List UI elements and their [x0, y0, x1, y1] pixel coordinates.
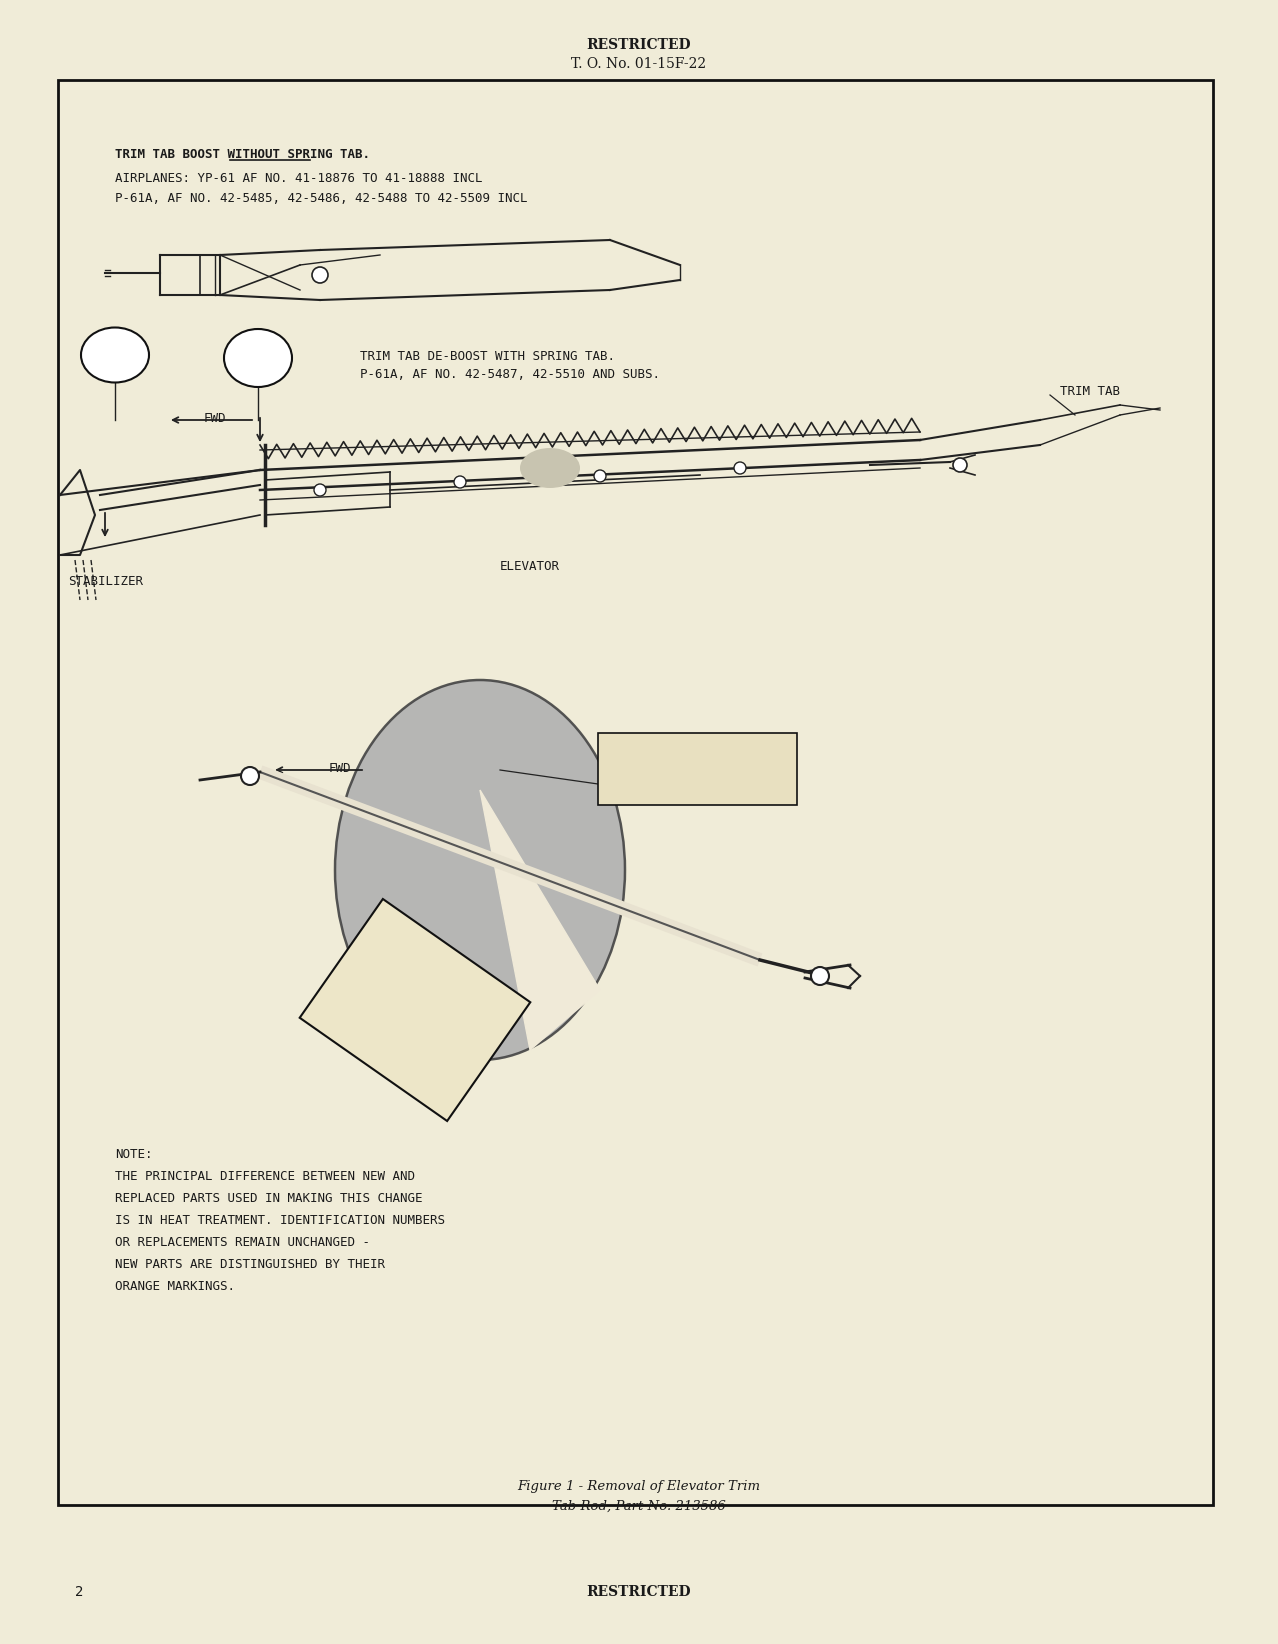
Polygon shape	[300, 899, 530, 1121]
Circle shape	[594, 470, 606, 482]
Text: MARKING. (THIS: MARKING. (THIS	[348, 962, 426, 1019]
Ellipse shape	[520, 449, 580, 488]
Text: 213586: 213586	[610, 745, 653, 758]
Text: .40: .40	[248, 367, 268, 376]
Text: WITH NEW PART,: WITH NEW PART,	[368, 932, 446, 990]
Text: STABILIZER: STABILIZER	[68, 575, 143, 589]
Text: TRIM TAB BOOST WITHOUT SPRING TAB.: TRIM TAB BOOST WITHOUT SPRING TAB.	[115, 148, 371, 161]
Circle shape	[242, 768, 259, 784]
Circle shape	[734, 462, 746, 473]
Text: NEW PARTS ARE DISTINGUISHED BY THEIR: NEW PARTS ARE DISTINGUISHED BY THEIR	[115, 1258, 385, 1271]
Text: THE PRINCIPAL DIFFERENCE BETWEEN NEW AND: THE PRINCIPAL DIFFERENCE BETWEEN NEW AND	[115, 1171, 415, 1184]
Text: REPLACED PARTS USED IN MAKING THIS CHANGE: REPLACED PARTS USED IN MAKING THIS CHANG…	[115, 1192, 423, 1205]
Text: RESTRICTED: RESTRICTED	[587, 1585, 691, 1600]
Text: FWD: FWD	[328, 763, 351, 774]
Text: PART BEARS THE: PART BEARS THE	[337, 977, 415, 1034]
Text: Tab Rod, Part No. 213586: Tab Rod, Part No. 213586	[552, 1499, 726, 1512]
Bar	[58, 81, 1213, 1504]
Text: SAME IDENTIFI-: SAME IDENTIFI-	[327, 991, 405, 1049]
Circle shape	[314, 483, 326, 496]
Text: ORANGE MARKINGS.: ORANGE MARKINGS.	[115, 1281, 235, 1292]
Text: REPLACED: REPLACED	[378, 917, 426, 954]
Text: STA: STA	[105, 342, 125, 352]
Text: P-61A, AF NO. 42-5485, 42-5486, 42-5488 TO 42-5509 INCL: P-61A, AF NO. 42-5485, 42-5486, 42-5488 …	[115, 192, 528, 206]
Ellipse shape	[81, 327, 150, 383]
Text: OR REPLACEMENTS REMAIN UNCHANGED -: OR REPLACEMENTS REMAIN UNCHANGED -	[115, 1236, 371, 1249]
Text: FWD: FWD	[203, 413, 226, 426]
Ellipse shape	[335, 681, 625, 1060]
Text: 340: 340	[248, 353, 268, 363]
Polygon shape	[481, 791, 599, 1051]
Text: ACTUATING ROD: ACTUATING ROD	[610, 779, 703, 792]
Text: P-61A, AF NO. 42-5487, 42-5510 AND SUBS.: P-61A, AF NO. 42-5487, 42-5510 AND SUBS.	[360, 368, 659, 381]
Text: AIRPLANES: YP-61 AF NO. 41-18876 TO 41-18888 INCL: AIRPLANES: YP-61 AF NO. 41-18876 TO 41-1…	[115, 173, 483, 186]
Text: STA: STA	[248, 339, 268, 349]
Text: CATION NUMBER.: CATION NUMBER.	[317, 1006, 395, 1064]
Text: Figure 1 - Removal of Elevator Trim: Figure 1 - Removal of Elevator Trim	[518, 1480, 760, 1493]
Text: ELEVATOR: ELEVATOR	[500, 561, 560, 574]
Text: TRIM TAB DE-BOOST WITH SPRING TAB.: TRIM TAB DE-BOOST WITH SPRING TAB.	[360, 350, 615, 363]
Text: T. O. No. 01-15F-22: T. O. No. 01-15F-22	[571, 58, 707, 71]
Circle shape	[454, 477, 466, 488]
FancyBboxPatch shape	[598, 733, 797, 806]
Text: 2: 2	[75, 1585, 83, 1600]
Text: 331: 331	[105, 357, 125, 367]
Ellipse shape	[224, 329, 291, 386]
Text: BEARING ORANGE: BEARING ORANGE	[358, 947, 436, 1004]
Circle shape	[812, 967, 829, 985]
Text: NOTE:: NOTE:	[115, 1148, 152, 1161]
Text: TRIM TAB: TRIM TAB	[1059, 385, 1120, 398]
Text: IS IN HEAT TREATMENT. IDENTIFICATION NUMBERS: IS IN HEAT TREATMENT. IDENTIFICATION NUM…	[115, 1213, 445, 1226]
Circle shape	[312, 266, 328, 283]
Text: ELEVATOR TAB: ELEVATOR TAB	[610, 763, 695, 774]
Circle shape	[953, 459, 967, 472]
Text: RESTRICTED: RESTRICTED	[587, 38, 691, 53]
